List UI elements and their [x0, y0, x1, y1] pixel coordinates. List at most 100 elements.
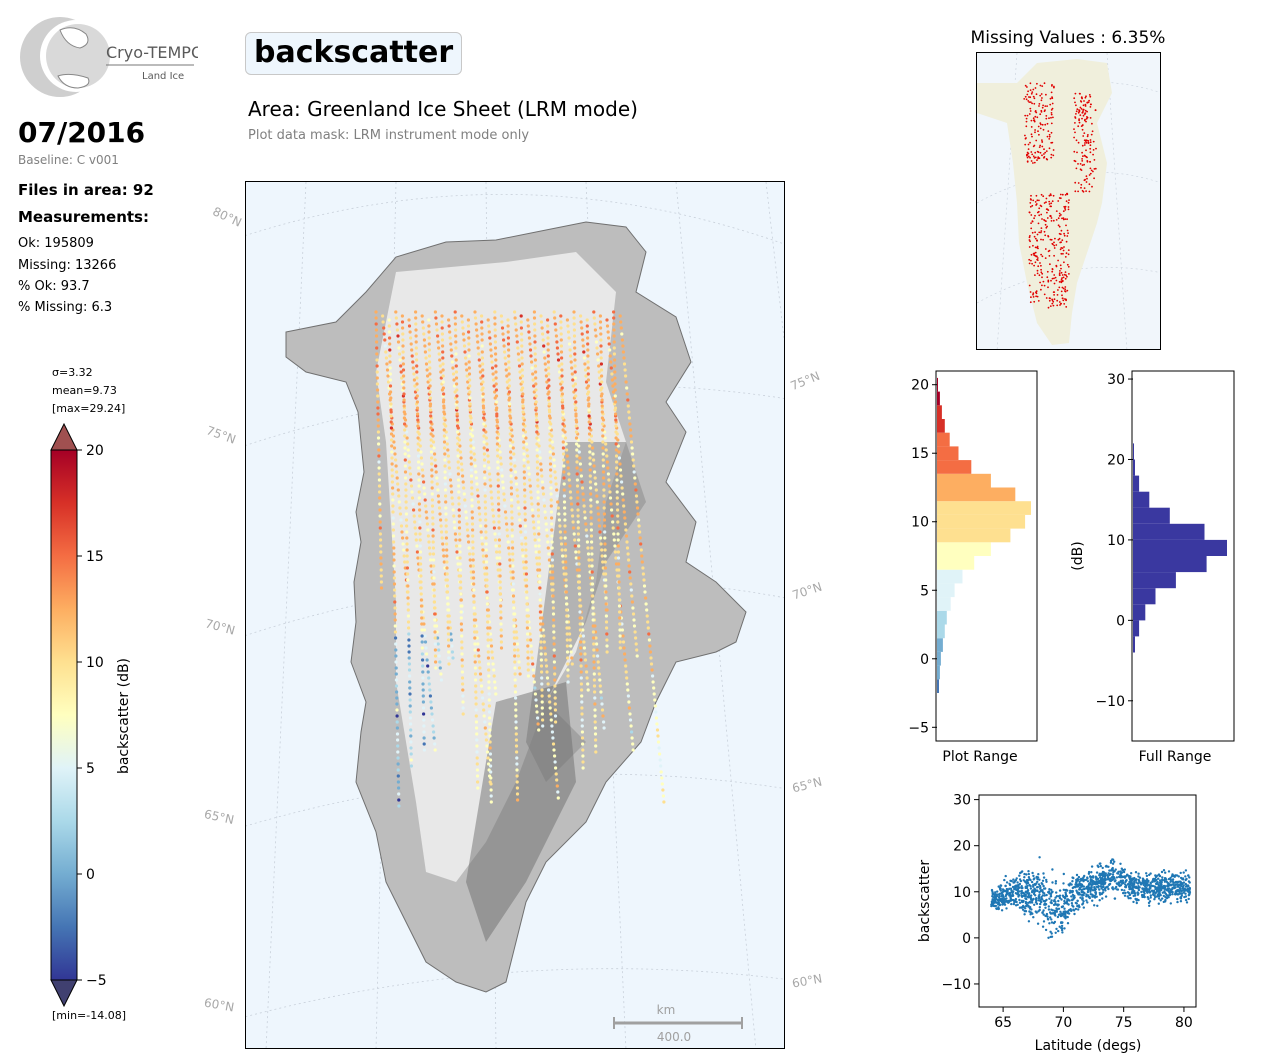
scatter-point [1018, 901, 1022, 904]
missing-dot [1064, 277, 1067, 280]
scatter-point [993, 900, 997, 904]
missing-dot [1026, 86, 1028, 88]
scatter-point [1151, 884, 1155, 888]
scatter-point [1039, 902, 1042, 906]
missing-dot [1064, 256, 1067, 258]
scatter-point [993, 897, 997, 901]
scatter-point [1000, 898, 1003, 902]
scatter-point [1176, 900, 1179, 904]
scatter-point [1184, 898, 1188, 902]
scatter-point [1049, 901, 1052, 904]
scatter-point [1123, 889, 1126, 892]
scatter-point [1166, 881, 1169, 884]
missing-dot [1049, 214, 1052, 217]
scatter-point [1016, 885, 1019, 888]
scatter-point [1050, 899, 1053, 902]
scatter-point [1078, 893, 1082, 896]
scatter-point [1002, 902, 1005, 906]
scatter-point [1155, 889, 1159, 892]
missing-dot [1089, 139, 1092, 141]
missing-dot [1034, 131, 1036, 134]
missing-dot [1051, 96, 1053, 98]
histogram-bar [937, 446, 959, 461]
scatter-point [1183, 889, 1187, 892]
scatter-point [1132, 900, 1135, 904]
scatter-point [1015, 877, 1018, 880]
histogram-bar [937, 651, 941, 666]
missing-dot [1027, 148, 1030, 150]
scatter-point [1024, 904, 1028, 908]
missing-dot [1074, 117, 1077, 119]
scatter-point [1093, 904, 1096, 907]
scatter-point [1090, 865, 1094, 868]
scatter-point [1003, 878, 1006, 882]
missing-dot [1047, 280, 1050, 283]
scatter-point [1096, 864, 1099, 867]
scatter-point [1024, 910, 1028, 913]
scatter-point [1101, 897, 1104, 900]
scatter-point [1112, 876, 1115, 879]
scatter-point [1064, 891, 1067, 894]
missing-dot [1082, 104, 1085, 107]
scatter-point [1048, 888, 1051, 891]
scatter-point [1038, 878, 1041, 881]
missing-dot [1065, 240, 1068, 243]
missing-dot [1040, 109, 1043, 112]
histogram-bar [1133, 475, 1140, 492]
scatter-point [1051, 868, 1054, 871]
scatter-point [1115, 876, 1119, 879]
scatter-point [992, 896, 995, 899]
scatter-ytick: 0 [962, 931, 971, 947]
scatter-point [1130, 872, 1133, 875]
missing-dot [1028, 101, 1031, 103]
histogram-bar [1133, 523, 1205, 540]
scatter-point [1020, 889, 1023, 893]
missing-dot [1066, 235, 1069, 237]
missing-dot [1044, 248, 1047, 250]
missing-dot [1048, 135, 1051, 138]
latitude-scatter: 65 70 75 80 30 20 10 0 −10 backscatter Latitude … [917, 793, 1197, 1054]
missing-dot [1073, 136, 1075, 139]
scatter-ytick: 20 [953, 839, 971, 855]
lat-label-right-65: 65°N [790, 774, 824, 796]
missing-dot [1053, 277, 1055, 280]
missing-dot [1039, 113, 1042, 116]
missing-dot [1062, 249, 1065, 252]
scatter-point [1072, 908, 1075, 911]
scatter-point [1184, 882, 1187, 886]
scatter-point [1083, 874, 1086, 878]
missing-dot [1086, 160, 1089, 162]
plot-range-xlabel: Plot Range [942, 749, 1017, 765]
missing-dot [1066, 229, 1069, 232]
missing-map-land [977, 59, 1112, 345]
missing-dot [1088, 94, 1091, 96]
scatter-point [1072, 876, 1075, 880]
missing-dot [1050, 112, 1053, 114]
missing-dot [1064, 288, 1067, 291]
scatter-point [1101, 876, 1104, 880]
missing-dot [1091, 185, 1093, 188]
missing-dot [1043, 284, 1046, 287]
scatter-point [1137, 888, 1141, 892]
missing-dot [1036, 259, 1039, 261]
missing-dot [1040, 193, 1043, 196]
missing-dot [1031, 204, 1034, 207]
missing-dot [1030, 133, 1033, 136]
scatter-point [1064, 901, 1067, 905]
scatter-point [1033, 883, 1036, 886]
scatter-point [1155, 895, 1159, 898]
scatter-point [1151, 880, 1154, 883]
scatter-point [1135, 899, 1138, 902]
scatter-point [1022, 905, 1025, 909]
scatter-point [1107, 887, 1110, 891]
missing-dot [1081, 144, 1084, 147]
scatter-point [1058, 925, 1061, 928]
map-track [387, 318, 401, 808]
scatter-point [1050, 921, 1054, 924]
scatter-point [1077, 905, 1080, 908]
scatter-point [1027, 893, 1030, 897]
missing-dot [1043, 293, 1046, 296]
scatter-point [1027, 870, 1030, 873]
scatter-point [1098, 876, 1102, 879]
scatter-point [1159, 888, 1163, 892]
